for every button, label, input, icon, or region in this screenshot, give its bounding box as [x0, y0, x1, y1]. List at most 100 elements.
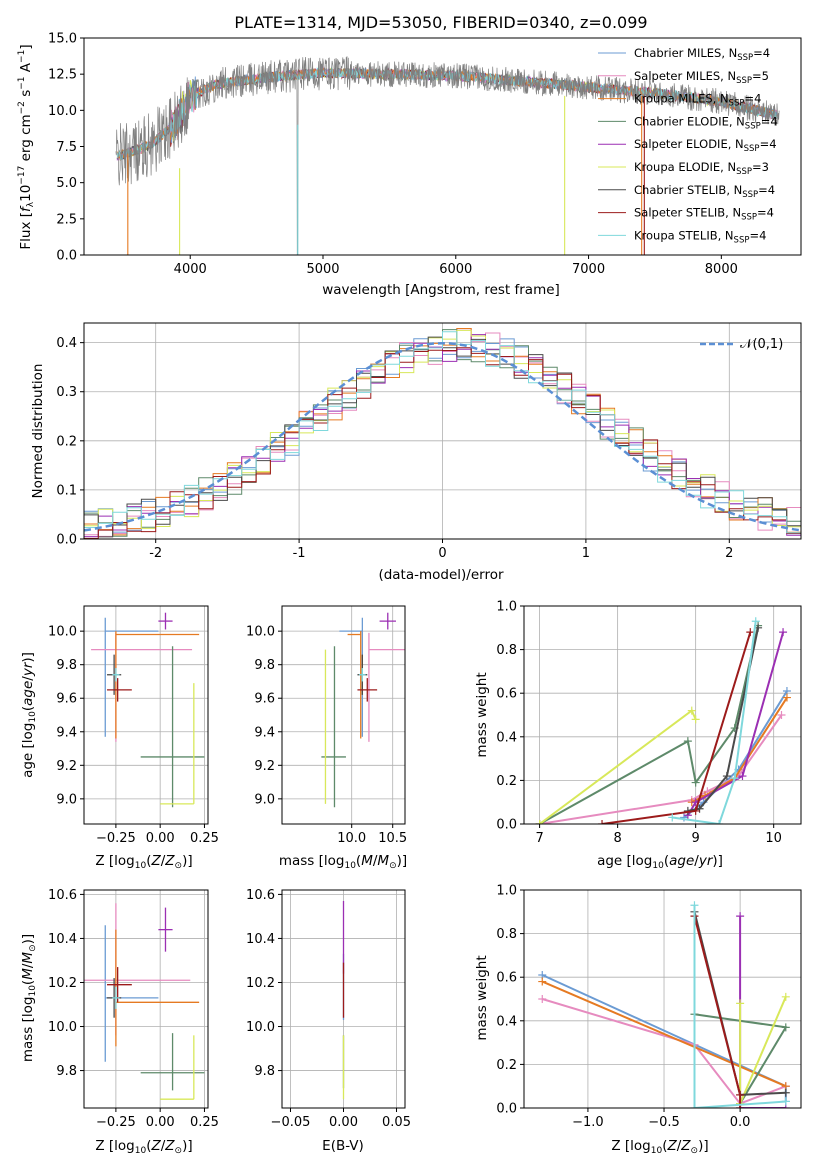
- errorbar-point: [357, 678, 378, 702]
- y-tick-label: 10.2: [246, 976, 275, 991]
- y-tick-label: 9.4: [254, 725, 275, 740]
- x-tick-label: -1: [293, 546, 306, 561]
- spectrum-ylabel: Flux [fλ10−17 erg cm−2 s−1 A−1]: [17, 44, 36, 249]
- spectrum-legend: Chabrier MILES, NSSP=4 Salpeter MILES, NS…: [598, 46, 778, 245]
- x-tick-label: −0.25: [96, 831, 136, 846]
- x-tick-label: 8000: [705, 262, 738, 277]
- x-tick-label: 0.00: [329, 1115, 358, 1130]
- x-tick-label: 10.0: [337, 831, 366, 846]
- wZ-xlabel: Z [log10(Z/Z⊙)]: [611, 1138, 708, 1156]
- y-tick-label: 15.0: [48, 32, 77, 47]
- errorbar-point: [112, 986, 120, 1009]
- mass-vs-Z-plot: −0.25 0.00 0.25 9.8 10.0 10.2 10.4 10.6: [48, 888, 219, 1130]
- x-tick-label: 0.05: [382, 1115, 411, 1130]
- y-tick-label: 9.0: [56, 792, 77, 807]
- massEbv-xlabel: E(B-V): [322, 1138, 364, 1154]
- legend-label: Salpeter MILES, NSSP=5: [634, 69, 769, 86]
- y-tick-label: 9.8: [56, 658, 77, 673]
- x-tick-label: -2: [149, 546, 162, 561]
- y-tick-label: 0.8: [496, 643, 517, 658]
- errorbar-point: [115, 929, 200, 1047]
- age-vs-Z-plot: −0.25 0.00 0.25 9.0 9.2 9.4 9.6 9.8 10.0: [48, 605, 219, 846]
- normal-legend-label: 𝒩(0,1): [740, 337, 783, 352]
- y-tick-label: 0.4: [56, 336, 77, 351]
- y-tick-label: 0.2: [496, 1058, 517, 1073]
- y-tick-label: 0.0: [496, 1102, 517, 1117]
- y-tick-label: 10.0: [246, 625, 275, 640]
- y-tick-label: 0.2: [56, 434, 77, 449]
- x-tick-label: 2: [725, 546, 733, 561]
- y-tick-label: 0.3: [56, 385, 77, 400]
- mass-vs-ebv-plot: −0.05 0.00 0.05 9.8 10.0 10.2 10.4 10.6: [246, 888, 411, 1130]
- x-tick-label: 1: [582, 546, 590, 561]
- age-vs-mass-plot: 10.0 10.5 9.0 9.2 9.4 9.6 9.8 10.0: [246, 605, 407, 846]
- errorbar-point: [140, 1033, 205, 1091]
- axes-frame: [83, 37, 802, 256]
- x-tick-label: 6000: [439, 262, 472, 277]
- axes-frame: [281, 889, 406, 1109]
- weight-point-marker: [690, 1104, 699, 1108]
- y-tick-label: 0.0: [496, 818, 517, 833]
- errorbar-point: [379, 612, 396, 630]
- errorbar-point: [107, 967, 132, 1003]
- x-tick-label: 9: [692, 831, 700, 846]
- weight-series-line: [672, 621, 757, 824]
- wAge-xlabel: age [log10(age/yr)]: [597, 853, 723, 871]
- y-tick-label: 1.0: [496, 884, 517, 899]
- spectrum-plot: 4000 5000 6000 7000 8000 0.0 2.5 5.0 7.5 10.0 12.5…: [48, 32, 802, 277]
- massZ-ylabel: mass [log10(M/M⊙)]: [20, 934, 38, 1062]
- weight-point-marker: [683, 737, 692, 746]
- weight-point-marker: [730, 774, 739, 783]
- weight-vs-age-plot: 7 8 9 10 0.0 0.2 0.4 0.6 0.8 1.0: [496, 600, 802, 846]
- y-tick-label: 9.6: [254, 692, 275, 707]
- weight-point-marker: [777, 711, 786, 719]
- errorbars: [84, 903, 205, 1100]
- weight-series-line: [693, 915, 742, 1108]
- weight-point-marker: [538, 995, 547, 1003]
- legend-label: Kroupa ELODIE, NSSP=3: [634, 160, 769, 177]
- observed-spectrum: [115, 56, 780, 255]
- y-tick-label: 10.0: [246, 1020, 275, 1035]
- y-tick-label: 9.6: [56, 692, 77, 707]
- x-tick-label: 0.25: [190, 1115, 219, 1130]
- weight-point-marker: [736, 999, 745, 1008]
- errorbar-point: [140, 646, 205, 808]
- y-tick-label: 0.6: [496, 687, 517, 702]
- weight-point-marker: [668, 813, 677, 822]
- y-tick-label: 0.0: [56, 533, 77, 548]
- legend-label: Chabrier STELIB, NSSP=4: [634, 183, 775, 200]
- weight-lines: [538, 901, 790, 1108]
- errorbar-point: [104, 925, 159, 1062]
- y-tick-label: 0.4: [496, 730, 517, 745]
- weight-series-line: [739, 916, 786, 1108]
- residuals-legend: 𝒩(0,1): [700, 337, 783, 352]
- errorbar-point: [160, 1035, 195, 1100]
- wAge-ylabel: mass weight: [474, 672, 490, 757]
- y-tick-label: 9.8: [56, 1064, 77, 1079]
- x-tick-label: 10: [765, 831, 782, 846]
- ageMass-xlabel: mass [log10(M/M⊙)]: [279, 853, 407, 871]
- weight-vs-Z-plot: −1.0 −0.5 0.0 0.0 0.2 0.4 0.6 0.8 1.0: [496, 884, 802, 1130]
- residuals-ylabel: Normed distribution: [30, 364, 46, 499]
- weight-series-line: [539, 625, 760, 824]
- weight-point-marker: [738, 772, 747, 781]
- weight-lines: [535, 617, 791, 824]
- y-tick-label: 0.4: [496, 1014, 517, 1029]
- y-tick-label: 10.2: [48, 976, 77, 991]
- weight-point-marker: [691, 806, 700, 815]
- y-tick-label: 10.6: [246, 888, 275, 903]
- x-tick-label: −0.25: [96, 1115, 136, 1130]
- y-tick-label: 0.2: [496, 774, 517, 789]
- weight-series-line: [542, 998, 787, 1105]
- errorbar-point: [160, 683, 195, 805]
- y-tick-label: 0.0: [56, 249, 77, 264]
- y-tick-label: 10.0: [48, 625, 77, 640]
- residuals-xlabel: (data-model)/error: [378, 567, 504, 583]
- weight-point-marker: [598, 820, 607, 824]
- legend-label: Kroupa STELIB, NSSP=4: [634, 228, 766, 245]
- errorbar-point: [158, 612, 173, 630]
- axes-frame: [83, 322, 802, 540]
- y-tick-label: 7.5: [56, 140, 77, 155]
- y-tick-label: 9.2: [56, 759, 77, 774]
- weight-point-marker: [736, 1090, 745, 1099]
